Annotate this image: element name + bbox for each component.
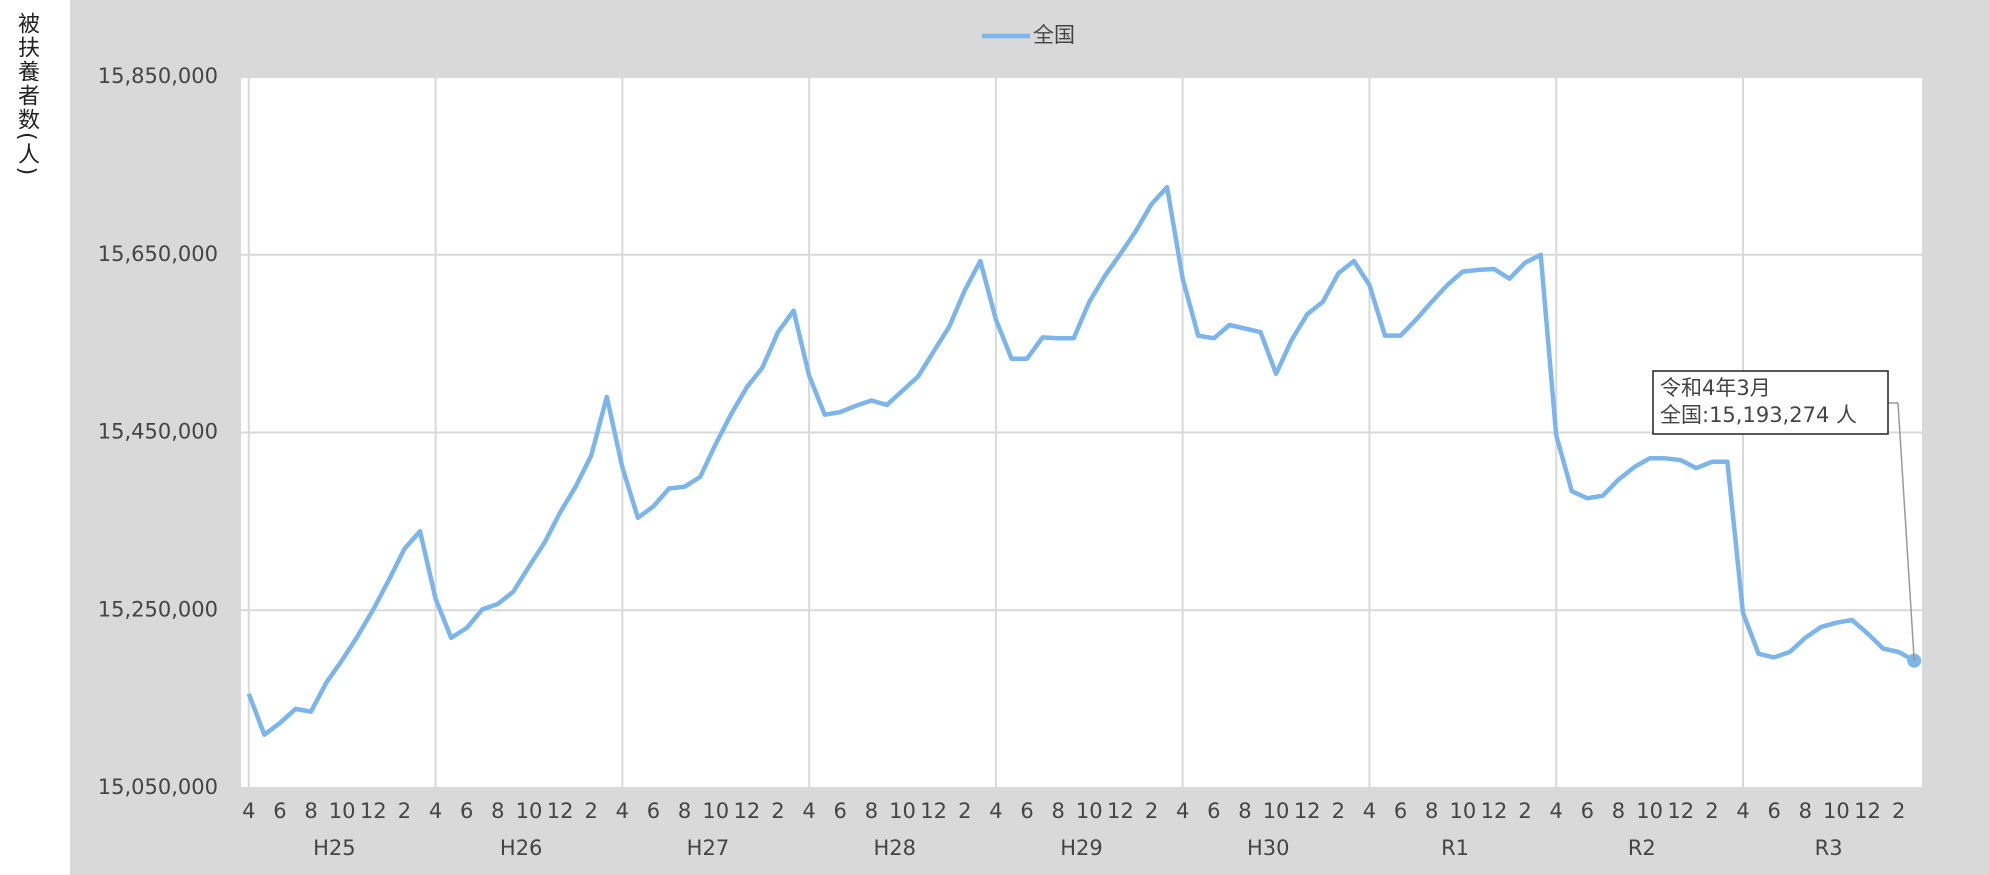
x-tick-label: 2	[1892, 799, 1905, 823]
x-tick-label: 8	[491, 799, 504, 823]
x-tick-label: 4	[242, 799, 255, 823]
x-group-label: R3	[1815, 836, 1843, 860]
x-tick-label: 2	[958, 799, 971, 823]
x-tick-label: 6	[1020, 799, 1033, 823]
annotation-title: 令和4年3月	[1660, 376, 1771, 400]
x-tick-label: 10	[516, 799, 543, 823]
x-tick-label: 10	[1449, 799, 1476, 823]
x-tick-label: 10	[1636, 799, 1663, 823]
x-group-label: R2	[1628, 836, 1656, 860]
x-tick-label: 2	[585, 799, 598, 823]
x-group-label: H27	[687, 836, 730, 860]
x-tick-label: 4	[802, 799, 815, 823]
annotation-leader	[1897, 402, 1915, 661]
x-group-label: H29	[1060, 836, 1103, 860]
x-group-label: H25	[313, 836, 356, 860]
x-group-label: H30	[1247, 836, 1290, 860]
x-tick-label: 4	[1736, 799, 1749, 823]
x-tick-label: 4	[1176, 799, 1189, 823]
x-tick-label: 12	[920, 799, 947, 823]
y-tick-label: 15,050,000	[98, 775, 218, 799]
x-tick-label: 6	[834, 799, 847, 823]
x-group-label: H28	[873, 836, 916, 860]
x-tick-label: 12	[547, 799, 574, 823]
x-tick-label: 4	[1550, 799, 1563, 823]
x-tick-label: 6	[1767, 799, 1780, 823]
x-tick-label: 8	[678, 799, 691, 823]
x-group-label: R1	[1441, 836, 1469, 860]
x-tick-label: 10	[1263, 799, 1290, 823]
x-tick-label: 4	[1363, 799, 1376, 823]
x-tick-label: 2	[398, 799, 411, 823]
x-tick-label: 2	[1705, 799, 1718, 823]
x-tick-label: 6	[1207, 799, 1220, 823]
x-tick-label: 4	[616, 799, 629, 823]
y-axis-label: 被扶養者数(人)	[14, 12, 39, 178]
y-tick-label: 15,850,000	[98, 64, 218, 88]
x-tick-label: 10	[329, 799, 356, 823]
x-tick-label: 10	[1823, 799, 1850, 823]
x-tick-label: 6	[273, 799, 286, 823]
x-tick-label: 10	[1076, 799, 1103, 823]
x-tick-label: 10	[889, 799, 916, 823]
x-tick-label: 8	[1612, 799, 1625, 823]
x-tick-label: 12	[1667, 799, 1694, 823]
x-tick-label: 8	[1425, 799, 1438, 823]
x-tick-label: 8	[1238, 799, 1251, 823]
y-tick-label: 15,250,000	[98, 597, 218, 621]
x-tick-label: 4	[429, 799, 442, 823]
x-tick-label: 6	[647, 799, 660, 823]
x-tick-label: 12	[733, 799, 760, 823]
annotation-label: 全国:15,193,274 人	[1660, 403, 1857, 427]
x-tick-label: 8	[1051, 799, 1064, 823]
x-tick-label: 12	[360, 799, 387, 823]
legend-label: 全国	[1033, 23, 1075, 47]
x-tick-label: 10	[702, 799, 729, 823]
x-tick-label: 12	[1294, 799, 1321, 823]
x-tick-label: 2	[771, 799, 784, 823]
x-tick-label: 2	[1518, 799, 1531, 823]
x-tick-label: 4	[989, 799, 1002, 823]
y-tick-label: 15,650,000	[98, 242, 218, 266]
x-tick-label: 12	[1107, 799, 1134, 823]
y-tick-label: 15,450,000	[98, 420, 218, 444]
x-tick-label: 12	[1854, 799, 1881, 823]
x-tick-label: 2	[1145, 799, 1158, 823]
x-tick-label: 8	[865, 799, 878, 823]
x-tick-label: 12	[1481, 799, 1508, 823]
annotation-box	[1652, 370, 1889, 435]
x-tick-label: 6	[1581, 799, 1594, 823]
x-tick-label: 6	[1394, 799, 1407, 823]
x-tick-label: 2	[1332, 799, 1345, 823]
x-tick-label: 8	[1799, 799, 1812, 823]
x-tick-label: 6	[460, 799, 473, 823]
data-line	[246, 184, 1916, 737]
x-tick-label: 8	[304, 799, 317, 823]
x-group-label: H26	[500, 836, 543, 860]
